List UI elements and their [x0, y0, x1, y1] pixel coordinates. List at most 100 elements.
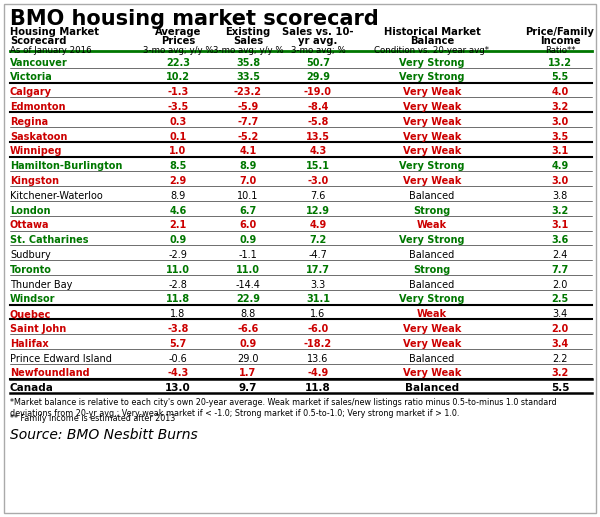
Text: 0.9: 0.9	[239, 339, 257, 349]
Text: 17.7: 17.7	[306, 265, 330, 275]
Text: 3.2: 3.2	[551, 206, 569, 216]
Text: 6.7: 6.7	[239, 206, 257, 216]
Text: Victoria: Victoria	[10, 72, 53, 82]
Text: Prices: Prices	[161, 36, 195, 46]
Text: 8.9: 8.9	[239, 161, 257, 171]
Text: 11.0: 11.0	[166, 265, 190, 275]
Text: Vancouver: Vancouver	[10, 57, 68, 68]
Text: 3.2: 3.2	[551, 102, 569, 112]
Text: 2.5: 2.5	[551, 294, 569, 305]
Text: yr avg.: yr avg.	[298, 36, 338, 46]
Text: 7.2: 7.2	[310, 235, 326, 245]
Text: -19.0: -19.0	[304, 87, 332, 97]
Text: -5.2: -5.2	[238, 132, 259, 142]
Text: 3.1: 3.1	[551, 220, 569, 231]
Text: Very Strong: Very Strong	[399, 57, 465, 68]
Text: -3.8: -3.8	[167, 324, 188, 334]
Text: 7.6: 7.6	[310, 191, 326, 201]
Text: 0.1: 0.1	[169, 132, 187, 142]
Text: 5.5: 5.5	[551, 72, 569, 82]
Text: Weak: Weak	[417, 220, 447, 231]
Text: 3.1: 3.1	[551, 146, 569, 157]
Text: 3.0: 3.0	[551, 176, 569, 186]
Text: Saint John: Saint John	[10, 324, 66, 334]
Text: 35.8: 35.8	[236, 57, 260, 68]
Text: Very Weak: Very Weak	[403, 132, 461, 142]
Text: 2.1: 2.1	[169, 220, 187, 231]
Text: Very Weak: Very Weak	[403, 146, 461, 157]
Text: Balanced: Balanced	[409, 354, 455, 363]
Text: Windsor: Windsor	[10, 294, 56, 305]
Text: -3.0: -3.0	[307, 176, 329, 186]
Text: St. Catharines: St. Catharines	[10, 235, 89, 245]
Text: Ottawa: Ottawa	[10, 220, 49, 231]
Text: 31.1: 31.1	[306, 294, 330, 305]
Text: Very Weak: Very Weak	[403, 87, 461, 97]
Text: 22.3: 22.3	[166, 57, 190, 68]
Text: *Market balance is relative to each city's own 20-year average. Weak market if s: *Market balance is relative to each city…	[10, 399, 557, 418]
Text: Kitchener-Waterloo: Kitchener-Waterloo	[10, 191, 103, 201]
Text: 13.2: 13.2	[548, 57, 572, 68]
Text: Very Weak: Very Weak	[403, 339, 461, 349]
Text: 5.5: 5.5	[551, 383, 569, 393]
Text: Very Weak: Very Weak	[403, 176, 461, 186]
Text: 3-mo avg; %: 3-mo avg; %	[290, 46, 346, 55]
Text: Historical Market: Historical Market	[383, 27, 481, 37]
Text: 22.9: 22.9	[236, 294, 260, 305]
Text: 13.5: 13.5	[306, 132, 330, 142]
Text: Saskatoon: Saskatoon	[10, 132, 67, 142]
Text: 6.0: 6.0	[239, 220, 257, 231]
Text: Sales vs. 10-: Sales vs. 10-	[282, 27, 354, 37]
Text: -1.3: -1.3	[167, 87, 188, 97]
Text: Ratio**: Ratio**	[545, 46, 575, 55]
Text: 10.1: 10.1	[238, 191, 259, 201]
Text: -1.1: -1.1	[239, 250, 257, 260]
Text: 29.9: 29.9	[306, 72, 330, 82]
Text: 1.8: 1.8	[170, 309, 185, 319]
Text: Scorecard: Scorecard	[10, 36, 67, 46]
Text: Very Strong: Very Strong	[399, 235, 465, 245]
Text: -4.9: -4.9	[307, 369, 329, 378]
Text: -7.7: -7.7	[238, 117, 259, 127]
Text: ** Family income is estimated after 2013: ** Family income is estimated after 2013	[10, 415, 175, 423]
Text: 3.2: 3.2	[551, 369, 569, 378]
Text: Very Weak: Very Weak	[403, 117, 461, 127]
Text: 0.3: 0.3	[169, 117, 187, 127]
Text: 11.8: 11.8	[305, 383, 331, 393]
Text: Kingston: Kingston	[10, 176, 59, 186]
Text: Existing: Existing	[226, 27, 271, 37]
Text: Very Weak: Very Weak	[403, 324, 461, 334]
Text: 5.7: 5.7	[169, 339, 187, 349]
Text: Prince Edward Island: Prince Edward Island	[10, 354, 112, 363]
Text: -0.6: -0.6	[169, 354, 187, 363]
Text: Price/Family: Price/Family	[526, 27, 595, 37]
Text: 33.5: 33.5	[236, 72, 260, 82]
Text: 3.4: 3.4	[553, 309, 568, 319]
Text: 4.0: 4.0	[551, 87, 569, 97]
Text: -2.9: -2.9	[169, 250, 187, 260]
Text: 7.0: 7.0	[239, 176, 257, 186]
Text: Balanced: Balanced	[409, 250, 455, 260]
Text: -14.4: -14.4	[236, 280, 260, 290]
Text: Balance: Balance	[410, 36, 454, 46]
Text: 13.6: 13.6	[307, 354, 329, 363]
Text: 3.3: 3.3	[310, 280, 326, 290]
Text: 9.7: 9.7	[239, 383, 257, 393]
Text: Condition vs. 20-year avg*: Condition vs. 20-year avg*	[374, 46, 490, 55]
Text: 2.0: 2.0	[551, 324, 569, 334]
Text: Average: Average	[155, 27, 201, 37]
Text: 1.0: 1.0	[169, 146, 187, 157]
Text: 3.5: 3.5	[551, 132, 569, 142]
Text: 4.9: 4.9	[310, 220, 326, 231]
Text: Sudbury: Sudbury	[10, 250, 51, 260]
Text: -18.2: -18.2	[304, 339, 332, 349]
Text: -4.7: -4.7	[308, 250, 328, 260]
Text: Sales: Sales	[233, 36, 263, 46]
Text: 12.9: 12.9	[306, 206, 330, 216]
Text: London: London	[10, 206, 50, 216]
Text: 10.2: 10.2	[166, 72, 190, 82]
Text: 3-mo avg; y/y %: 3-mo avg; y/y %	[143, 46, 214, 55]
Text: Edmonton: Edmonton	[10, 102, 65, 112]
Text: Hamilton-Burlington: Hamilton-Burlington	[10, 161, 122, 171]
Text: Income: Income	[539, 36, 580, 46]
